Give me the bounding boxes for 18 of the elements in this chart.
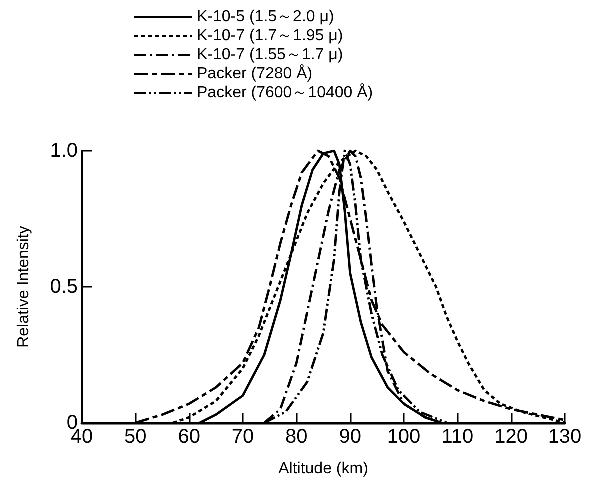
x-tick-label: 50 [124,426,147,448]
y-axis-title: Relative Intensity [16,226,32,348]
legend-label: K-10-7 (1.7～1.95 μ) [197,28,344,44]
legend-label: K-10-7 (1.55～1.7 μ) [197,46,344,64]
x-tick-label: 80 [286,426,308,448]
y-tick-label: 1.0 [50,140,78,162]
x-tick-label: 120 [494,426,528,448]
x-tick-label: 90 [339,426,362,448]
x-tick-label: 70 [232,426,254,448]
x-tick-label: 60 [178,426,200,448]
y-tick-label: 0.5 [50,276,78,298]
x-tick-label: 110 [442,426,474,448]
x-tick-label: 100 [387,426,421,448]
x-axis-title: Altitude (km) [278,460,368,478]
x-tick-label: 130 [548,426,582,448]
legend-label: Packer (7280 Å) [197,64,313,82]
legend-label: K-10-5 (1.5～2.0 μ) [197,8,334,26]
legend-label: Packer (7600～10400 Å) [197,84,374,102]
